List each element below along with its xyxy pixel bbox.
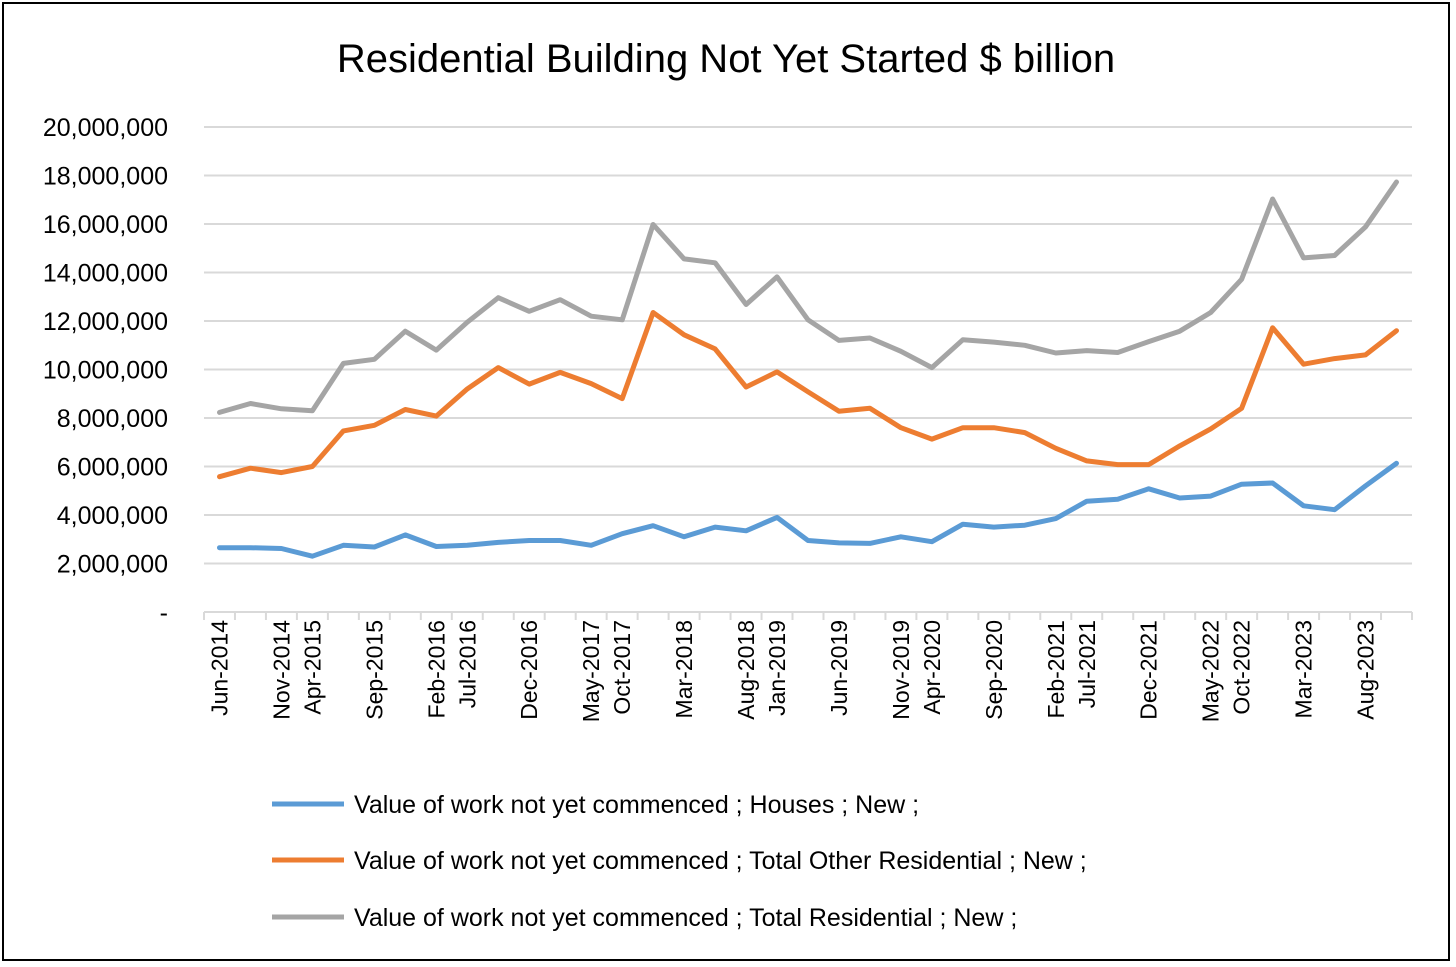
legend-label: Value of work not yet commenced ; Houses… — [354, 791, 919, 819]
x-tick-label: Nov-2019 — [888, 620, 914, 720]
y-tick-label: 12,000,000 — [43, 308, 168, 336]
x-tick-label: Apr-2015 — [299, 620, 325, 715]
x-tick-label: Mar-2018 — [671, 620, 697, 718]
x-tick-label: Apr-2020 — [919, 620, 945, 715]
series-lines — [217, 179, 1399, 559]
legend-label: Value of work not yet commenced ; Total … — [354, 904, 1017, 932]
series-line-2 — [217, 310, 1399, 480]
y-tick-label: 16,000,000 — [43, 211, 168, 239]
x-tick-label: Jun-2014 — [206, 620, 232, 716]
y-tick-label: - — [160, 599, 168, 627]
x-tick-label: Aug-2023 — [1353, 620, 1379, 720]
series-line-3 — [217, 179, 1399, 415]
x-tick-label: Dec-2016 — [516, 620, 542, 720]
legend: Value of work not yet commenced ; Houses… — [272, 791, 1087, 932]
y-tick-label: 4,000,000 — [57, 502, 168, 530]
x-tick-label: Jun-2019 — [826, 620, 852, 716]
x-tick-label: Feb-2021 — [1043, 620, 1069, 718]
x-tick-label: Jul-2021 — [1074, 620, 1100, 708]
x-tick-label: Dec-2021 — [1136, 620, 1162, 720]
x-tick-label: Sep-2015 — [361, 620, 387, 720]
chart-title: Residential Building Not Yet Started $ b… — [337, 37, 1115, 81]
x-axis: Jun-2014 Nov-2014 Apr-2015 Sep-2015 Feb-2016… — [203, 611, 1413, 722]
x-tick-label: Jul-2016 — [454, 620, 480, 708]
series-line-1 — [217, 460, 1399, 559]
x-tick-label: May-2017 — [578, 620, 604, 722]
y-tick-label: 18,000,000 — [43, 163, 168, 191]
x-tick-label: Nov-2014 — [268, 620, 294, 720]
x-tick-label: Aug-2018 — [733, 620, 759, 720]
x-tick-label: Oct-2017 — [609, 620, 635, 715]
y-tick-label: 8,000,000 — [57, 405, 168, 433]
y-tick-label: 10,000,000 — [43, 357, 168, 385]
x-tick-label: Sep-2020 — [981, 620, 1007, 720]
gridlines — [204, 126, 1412, 565]
y-tick-label: 14,000,000 — [43, 260, 168, 288]
y-tick-label: 20,000,000 — [43, 114, 168, 142]
x-tick-label: May-2022 — [1198, 620, 1224, 722]
x-tick-label: Jan-2019 — [764, 620, 790, 716]
legend-label: Value of work not yet commenced ; Total … — [354, 847, 1087, 875]
y-tick-label: 6,000,000 — [57, 454, 168, 482]
y-axis: - 2,000,000 4,000,000 6,000,000 8,000,000 10,… — [43, 114, 168, 627]
y-tick-label: 2,000,000 — [57, 551, 168, 579]
x-tick-label: Oct-2022 — [1229, 620, 1255, 715]
x-tick-label: Mar-2023 — [1291, 620, 1317, 718]
x-tick-label: Feb-2016 — [423, 620, 449, 718]
